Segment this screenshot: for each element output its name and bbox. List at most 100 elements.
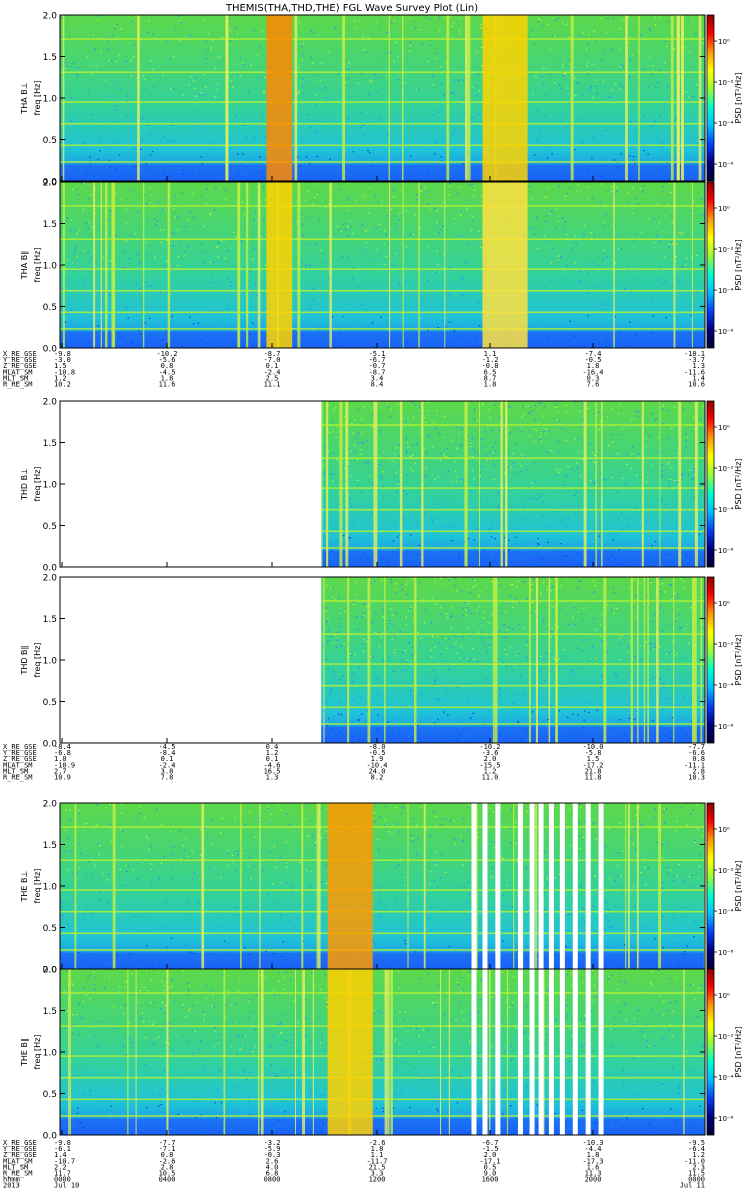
ephemeris-value: -8.4 <box>159 749 176 757</box>
y-tick-label: 0.0 <box>43 178 58 188</box>
colorbar-tick-label: 10⁻⁶ <box>718 949 734 957</box>
ephemeris-value: -9.8 <box>54 350 71 358</box>
data-gap-7 <box>559 969 565 1135</box>
y-tick-label: 0.5 <box>43 303 57 313</box>
data-gap-2 <box>495 803 501 969</box>
ephemeris-value: -7.1 <box>159 1145 176 1153</box>
ephemeris-value: -11.0 <box>684 1157 705 1165</box>
ephemeris-block-0: X_RE_GSE -9.8 -10.2 -8.7 -5.1 1.1 -7.4 -10.1 Y_R… <box>3 350 705 389</box>
ephemeris-value: 10.5 <box>159 1170 176 1178</box>
ephemeris-value: 1.8 <box>484 381 497 389</box>
figure-title: THEMIS(THA,THD,THE) FGL Wave Survey Plot… <box>225 3 478 14</box>
harmonic-lines <box>60 826 705 951</box>
ephemeris-value: -0.3 <box>264 1151 281 1159</box>
data-gap-8 <box>572 969 578 1135</box>
spectrogram-panel-the-4: 0.0 0.5 1.0 1.5 2.0 THE B⊥ freq [Hz] <box>20 800 706 976</box>
ephemeris-row-label: R_RE_SM <box>3 381 33 389</box>
spectrogram-panel-tha-0: 0.0 0.5 1.0 1.5 2.0 THA B⊥ freq [Hz] <box>20 12 706 188</box>
ephemeris-row-label: MLT_SM <box>3 767 28 775</box>
colorbar-tick-label: 10⁻² <box>718 867 734 875</box>
ephemeris-value: -7.0 <box>264 356 281 364</box>
y-tick-label: 0.0 <box>43 1132 58 1142</box>
ephemeris-value: -5.6 <box>159 356 176 364</box>
ephemeris-value: -1.2 <box>482 356 499 364</box>
ephemeris-row-label: Y_RE_GSE <box>3 356 37 364</box>
ephemeris-value: -16.4 <box>582 368 603 376</box>
ephemeris-value: 1.6 <box>587 1163 600 1171</box>
ephemeris-value: 1600 <box>482 1176 499 1184</box>
y-tick-label: 1.0 <box>43 262 58 272</box>
y-tick-label: 0.5 <box>43 522 57 532</box>
y-tick-label: 0.5 <box>43 136 57 146</box>
colorbar-tick-label: 10⁰ <box>718 205 730 213</box>
y-axis-probe-label: THE B∥ <box>20 1038 29 1067</box>
spectrogram-panel-tha-1: 0.0 0.5 1.0 1.5 2.0 THA B∥ freq [Hz] <box>20 179 706 355</box>
ephemeris-value: -5.1 <box>369 350 386 358</box>
ephemeris-value: -0.8 <box>482 362 499 370</box>
data-gap-1 <box>482 969 488 1135</box>
harmonic-lines <box>60 38 705 163</box>
spectrogram-panel-the-5: 0.0 0.5 1.0 1.5 2.0 THE B∥ freq [Hz] <box>20 966 706 1142</box>
ephemeris-value: 2000 <box>585 1176 602 1184</box>
colorbar-tick-label: 10⁻² <box>718 79 734 87</box>
ephemeris-value: 0.1 <box>266 362 279 370</box>
ephemeris-value: -11.6 <box>684 368 705 376</box>
colorbar-label: PSD [nT²/Hz] <box>734 861 743 912</box>
ephemeris-value: -17.2 <box>582 761 603 769</box>
ephemeris-value: 0.1 <box>266 755 279 763</box>
ephemeris-value: 2.2 <box>54 1163 67 1171</box>
ephemeris-value: 10.2 <box>54 381 71 389</box>
colorbar-tick-label: 10⁻⁶ <box>718 161 734 169</box>
data-gap-4 <box>529 969 535 1135</box>
ephemeris-value: 11.7 <box>54 1170 71 1178</box>
burst-region-1 <box>482 15 528 181</box>
ephemeris-value: 1.8 <box>371 1145 384 1153</box>
y-axis-freq-label: freq [Hz] <box>33 869 42 904</box>
ephemeris-value: -10.2 <box>479 743 500 751</box>
ephemeris-row-label: X_RE_GSE <box>3 1139 37 1147</box>
ephemeris-value: 0.8 <box>692 755 705 763</box>
colorbar-tick-label: 10⁻² <box>718 1033 734 1041</box>
ephemeris-row-label: Z_RE_GSE <box>3 755 37 763</box>
ephemeris-value: -10.8 <box>54 368 75 376</box>
colorbar-2: 10⁰ 10⁻² 10⁻⁴ 10⁻⁶ PSD [nT²/Hz] <box>706 400 743 568</box>
ephemeris-value: 9.0 <box>484 1170 497 1178</box>
spectrogram-panel-thd-2: 0.0 0.5 1.0 1.5 2.0 THD B⊥ freq [Hz] <box>20 398 706 574</box>
ephemeris-value: 1.1 <box>484 350 497 358</box>
y-tick-label: 2.0 <box>43 179 58 189</box>
burst-region-0 <box>266 15 293 181</box>
ephemeris-value: -4.5 <box>159 743 176 751</box>
spectrogram-data <box>60 803 705 969</box>
ephemeris-value: -11.7 <box>366 1157 387 1165</box>
ephemeris-row-label: X_RE_GSE <box>3 743 37 751</box>
ephemeris-value: 11.1 <box>264 381 281 389</box>
ephemeris-value: 2.8 <box>161 1163 174 1171</box>
y-tick-label: 2.0 <box>43 966 58 976</box>
data-gap-5 <box>538 803 544 969</box>
ephemeris-value: -17.1 <box>479 1157 500 1165</box>
ephemeris-value: 1.2 <box>54 374 67 382</box>
ephemeris-value: 1.2 <box>692 1151 705 1159</box>
ephemeris-value: -10.7 <box>54 1157 75 1165</box>
ephemeris-row-label: MLAT_SM <box>3 368 33 376</box>
harmonic-lines <box>321 600 705 725</box>
y-tick-label: 0.0 <box>43 740 58 750</box>
ephemeris-value: 11.3 <box>585 1170 602 1178</box>
colorbar-5: 10⁰ 10⁻² 10⁻⁴ 10⁻⁶ PSD [nT²/Hz] <box>706 968 743 1136</box>
ephemeris-value: 2.7 <box>54 767 67 775</box>
ephemeris-value: -4.5 <box>159 368 176 376</box>
ephemeris-value: 1.0 <box>54 755 67 763</box>
data-gap-5 <box>538 969 544 1135</box>
ephemeris-value: -8.4 <box>54 743 71 751</box>
low-frequency-band <box>60 952 705 969</box>
ephemeris-value: -8.7 <box>369 368 386 376</box>
ephemeris-row-label: MLT_SM <box>3 1163 28 1171</box>
ephemeris-value: 2.0 <box>484 755 497 763</box>
ephemeris-value: 0000 <box>688 1176 705 1184</box>
data-gap-3 <box>517 969 523 1135</box>
y-tick-label: 0.0 <box>43 345 58 355</box>
colorbar-0: 10⁰ 10⁻² 10⁻⁴ 10⁻⁶ PSD [nT²/Hz] <box>706 14 743 182</box>
ephemeris-value: 1.8 <box>161 374 174 382</box>
ephemeris-value: 0.8 <box>161 362 174 370</box>
